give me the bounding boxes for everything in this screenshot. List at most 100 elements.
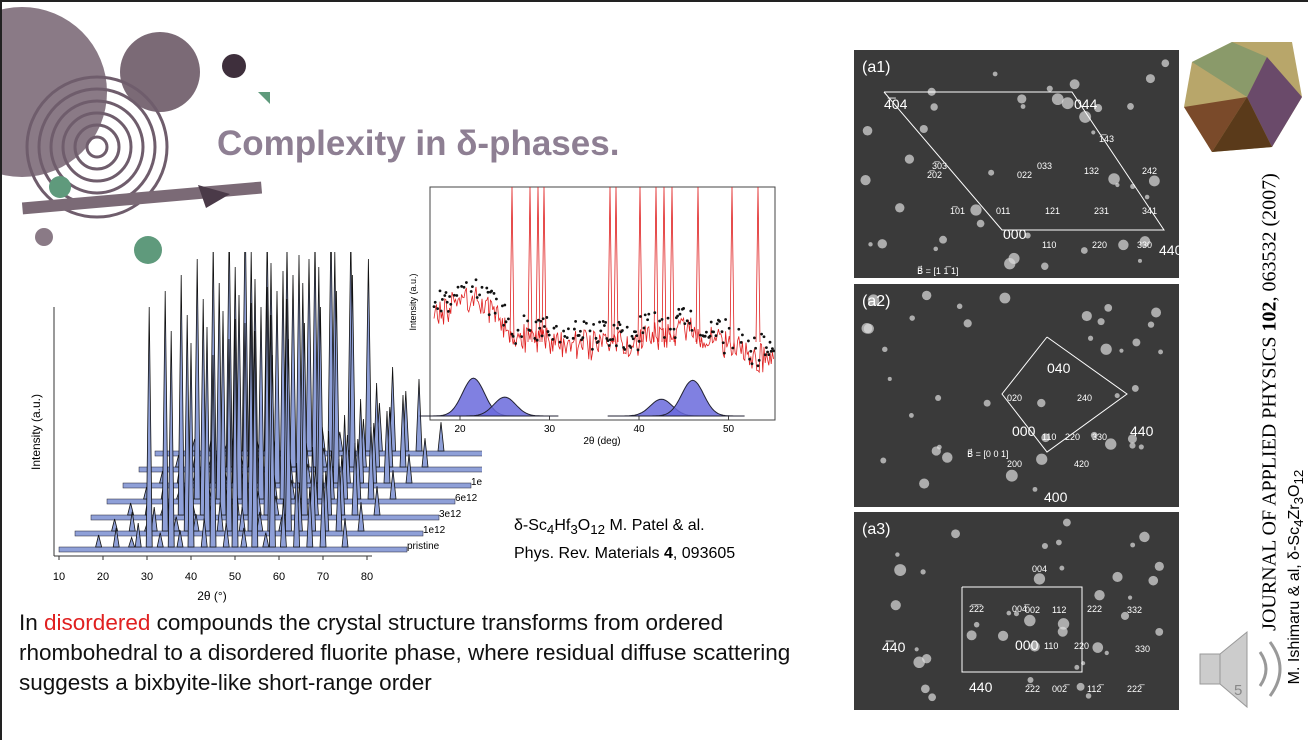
- data-dot: [634, 330, 637, 334]
- data-dot: [763, 353, 767, 357]
- data-dot: [630, 334, 634, 338]
- spot: [882, 346, 888, 353]
- title: Complexity in δ-phases.: [217, 124, 620, 163]
- body-text: In disordered compounds the crystal stru…: [19, 608, 809, 698]
- panel-label: (a1): [862, 59, 890, 76]
- data-dot: [565, 336, 569, 340]
- peak: [240, 527, 248, 548]
- spot: [867, 294, 880, 306]
- data-dot: [493, 311, 497, 315]
- data-dot: [601, 320, 605, 323]
- peak: [383, 410, 391, 484]
- text: M. Patel & al.: [605, 517, 705, 534]
- data-dot: [768, 340, 772, 344]
- data-dot: [714, 334, 718, 338]
- peak: [187, 342, 195, 548]
- spot: [1005, 469, 1018, 482]
- pattern-bg: [854, 50, 1179, 278]
- spot-label: 240: [1077, 393, 1092, 403]
- data-dot: [760, 332, 763, 336]
- peak: [145, 306, 153, 548]
- x-tick-label: 40: [185, 571, 197, 583]
- spot-label: 004: [1032, 564, 1047, 574]
- spot: [890, 600, 901, 611]
- data-dot: [769, 349, 773, 353]
- spot-label: 4̅40: [882, 639, 906, 655]
- spot: [930, 103, 938, 111]
- spot: [933, 246, 939, 252]
- data-dot: [594, 336, 598, 340]
- spot: [1118, 239, 1129, 251]
- red-spike: [729, 186, 735, 343]
- spot: [921, 290, 932, 301]
- spot: [1024, 614, 1036, 627]
- peak: [293, 462, 301, 548]
- panel-label: (a3): [862, 521, 890, 538]
- data-dot: [455, 294, 459, 297]
- data-dot: [485, 286, 489, 290]
- data-dot: [721, 341, 725, 345]
- spot-label: 002: [1025, 605, 1040, 615]
- spot-label: 011: [996, 206, 1010, 216]
- data-dot: [616, 326, 619, 330]
- spot: [887, 376, 892, 382]
- spot: [1112, 571, 1123, 583]
- peak: [177, 274, 185, 516]
- spot-label: 110: [1044, 641, 1058, 651]
- spot: [909, 315, 915, 321]
- spot: [1129, 442, 1136, 449]
- spot: [1097, 318, 1105, 326]
- spot: [894, 564, 907, 576]
- data-dot: [631, 337, 635, 341]
- red-spike: [695, 186, 701, 343]
- spot: [973, 621, 980, 628]
- x-tick-label: 20: [454, 424, 466, 435]
- data-dot: [598, 320, 601, 324]
- data-dot: [699, 333, 702, 337]
- data-dot: [737, 327, 741, 331]
- text: 4: [663, 545, 673, 563]
- spot: [1090, 431, 1098, 439]
- data-dot: [552, 326, 556, 330]
- peak: [332, 290, 340, 484]
- data-dot: [562, 329, 565, 333]
- spot: [1079, 110, 1092, 123]
- spot: [919, 478, 930, 489]
- text: 4: [1291, 519, 1307, 527]
- peak: [222, 522, 230, 548]
- data-dot: [465, 281, 468, 284]
- data-dot: [443, 294, 447, 297]
- spot: [1013, 611, 1019, 617]
- spot: [1080, 247, 1088, 254]
- text: 3: [1291, 496, 1307, 505]
- text: M. Ishimaru & al, δ-Sc: [1285, 526, 1303, 685]
- series-label: 1e13: [471, 477, 482, 488]
- spot-label: 110: [1042, 432, 1056, 442]
- series-band: [74, 530, 424, 537]
- spot-label: 220: [1065, 432, 1080, 442]
- spot-label: 440: [1130, 423, 1154, 439]
- spot: [1006, 610, 1012, 616]
- x-tick-label: 30: [544, 424, 556, 435]
- spot: [966, 630, 977, 641]
- spot-label: 231: [1094, 206, 1109, 216]
- data-dot: [724, 318, 727, 321]
- peak: [161, 290, 169, 532]
- peak: [341, 518, 349, 548]
- x-tick-label: 80: [361, 571, 373, 583]
- peak: [273, 290, 281, 484]
- spot: [956, 303, 963, 310]
- spot-label: 4̅04: [884, 96, 908, 112]
- spot: [1087, 335, 1094, 341]
- data-dot: [709, 320, 713, 324]
- series-label: pristine: [407, 541, 440, 552]
- spot-label: 341: [1142, 206, 1157, 216]
- peak: [319, 474, 327, 548]
- data-dot: [605, 337, 609, 340]
- highlight: disordered: [44, 610, 151, 635]
- spot-label: 200: [1007, 459, 1022, 469]
- data-dot: [754, 346, 757, 350]
- data-dot: [673, 336, 677, 340]
- data-dot: [447, 309, 450, 313]
